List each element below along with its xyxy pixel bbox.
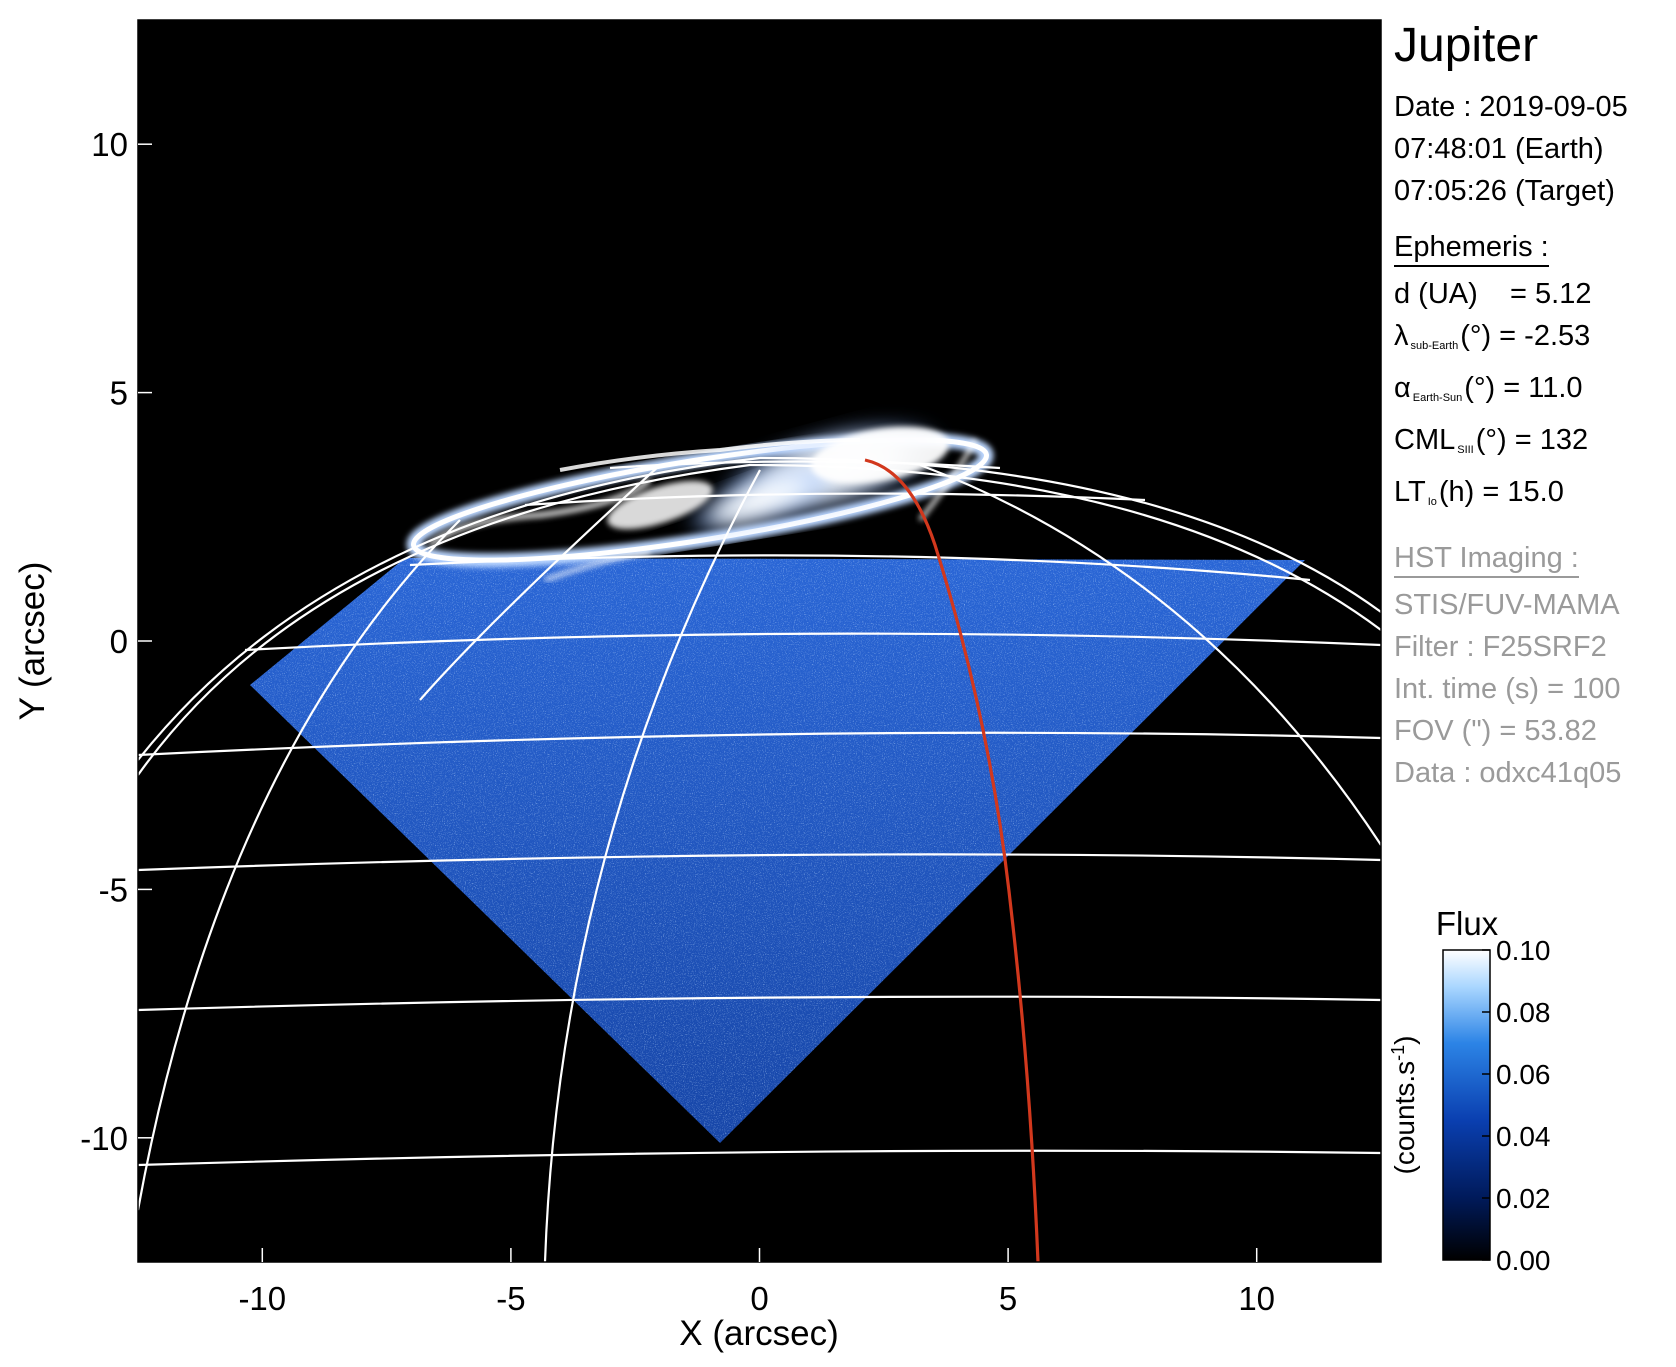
y-axis-label: Y (arcsec)	[13, 562, 52, 721]
date-line: Date : 2019-09-05	[1394, 91, 1628, 123]
ephemeris-cml: CML SIII(°) = 132	[1394, 424, 1589, 456]
x-tick-label: 10	[1238, 1280, 1275, 1317]
colorbar-tick-label: 0.02	[1496, 1183, 1551, 1214]
latitude-line	[138, 995, 1381, 1012]
x-tick-label: 5	[999, 1280, 1017, 1317]
colorbar-tick-label: 0.04	[1496, 1121, 1551, 1152]
ephemeris-distance: d (UA) = 5.12	[1394, 278, 1592, 310]
latitude-line	[138, 1149, 1381, 1167]
y-tick-label: 0	[110, 623, 128, 660]
colorbar-title: Flux	[1436, 905, 1499, 942]
colorbar-tick-label: 0.00	[1496, 1245, 1551, 1276]
latitude-line	[609, 460, 1001, 470]
y-tick-label: 10	[91, 126, 128, 163]
x-tick-label: 0	[750, 1280, 768, 1317]
x-tick-label: -5	[496, 1280, 525, 1317]
ephemeris-lambda: λ sub-Earth(°) = -2.53	[1394, 320, 1591, 352]
y-tick-label: -5	[99, 871, 128, 908]
time-earth: 07:48:01 (Earth)	[1394, 133, 1604, 165]
latitude-line	[524, 492, 1146, 507]
y-tick-label: -10	[80, 1120, 128, 1157]
imaging-instrument: STIS/FUV-MAMA	[1394, 589, 1620, 621]
planet-limb	[138, 463, 1381, 776]
x-axis-ticks: -10 -5 0 5 10	[238, 1248, 1275, 1317]
time-target: 07:05:26 (Target)	[1394, 175, 1615, 207]
info-panel: Jupiter Date : 2019-09-05 07:48:01 (Eart…	[1394, 16, 1676, 794]
imaging-heading: HST Imaging :	[1394, 540, 1579, 578]
imaging-int-time: Int. time (s) = 100	[1394, 673, 1621, 705]
x-axis-label: X (arcsec)	[679, 1314, 838, 1353]
ephemeris-alpha: α Earth-Sun(°) = 11.0	[1394, 372, 1583, 404]
imaging-filter: Filter : F25SRF2	[1394, 631, 1607, 663]
colorbar-tick-label: 0.08	[1496, 997, 1551, 1028]
latitude-line	[138, 731, 1381, 757]
longitude-line	[138, 519, 461, 1211]
planet-title: Jupiter	[1394, 19, 1539, 72]
footprint-line	[864, 458, 1040, 1262]
longitude-line	[419, 464, 661, 701]
disk-noise-texture	[250, 558, 1305, 1143]
ephemeris-heading: Ephemeris :	[1394, 229, 1549, 267]
ephemeris-lt: LT Io(h) = 15.0	[1394, 476, 1564, 508]
y-axis-ticks: 10 5 0 -5 -10	[80, 126, 152, 1157]
x-tick-label: -10	[238, 1280, 286, 1317]
colorbar-tick-label: 0.06	[1496, 1059, 1551, 1090]
flux-colorbar: Flux 0.10 0.08 0.06 0.04 0.02 0.00 (counts.s-…	[1388, 905, 1551, 1276]
imaging-fov: FOV (") = 53.82	[1394, 715, 1597, 747]
latitude-line	[138, 853, 1381, 872]
colorbar-ticks: 0.10 0.08 0.06 0.04 0.02 0.00	[1482, 935, 1551, 1276]
colorbar-unit: (counts.s-1)	[1388, 1036, 1420, 1175]
colorbar-tick-label: 0.10	[1496, 935, 1551, 966]
planet-limb	[138, 456, 1381, 761]
latitude-line	[244, 632, 1381, 652]
longitude-line	[919, 463, 1381, 846]
latitude-line	[409, 554, 1311, 582]
y-tick-label: 5	[110, 375, 128, 412]
planet-coordinate-grid	[138, 456, 1381, 1262]
imaging-data-id: Data : odxc41q05	[1394, 757, 1622, 789]
colorbar-gradient	[1442, 949, 1491, 1261]
longitude-line	[543, 469, 761, 1262]
